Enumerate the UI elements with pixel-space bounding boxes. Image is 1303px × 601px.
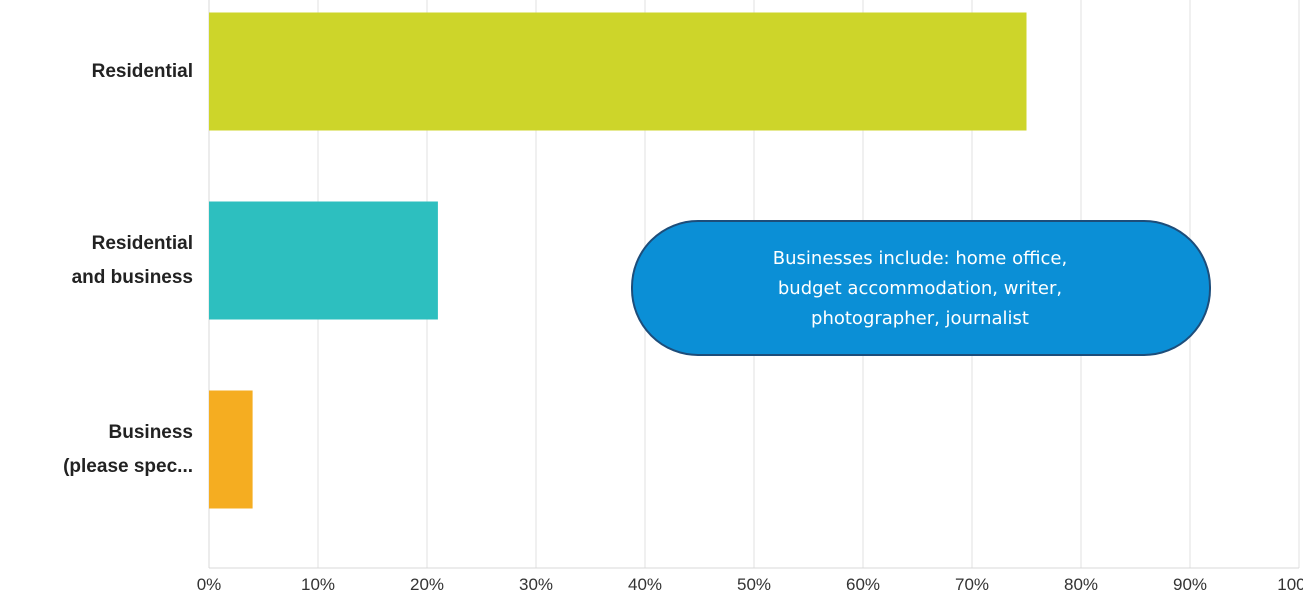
- x-tick-label: 40%: [627, 575, 663, 594]
- bar: [209, 12, 1027, 131]
- x-tick-label: 90%: [1172, 575, 1208, 594]
- y-tick-label: Residential: [91, 60, 193, 82]
- y-tick-label: Residential and business: [71, 232, 193, 288]
- x-tick-label: 10%: [300, 575, 336, 594]
- annotation: Businesses include: home office, budget …: [772, 247, 1068, 329]
- y-tick-label: Business (please spec...: [63, 421, 193, 477]
- annotation-bubble: [631, 220, 1211, 356]
- x-tick-label: 100%: [1277, 575, 1303, 594]
- x-tick-label: 50%: [736, 575, 772, 594]
- x-tick-label: 60%: [845, 575, 881, 594]
- bar: [209, 201, 438, 320]
- x-tick-label: 30%: [518, 575, 554, 594]
- x-tick-label: 80%: [1063, 575, 1099, 594]
- bar: [209, 390, 253, 509]
- x-tick-label: 70%: [954, 575, 990, 594]
- x-tick-label: 0%: [196, 575, 222, 594]
- x-tick-label: 20%: [409, 575, 445, 594]
